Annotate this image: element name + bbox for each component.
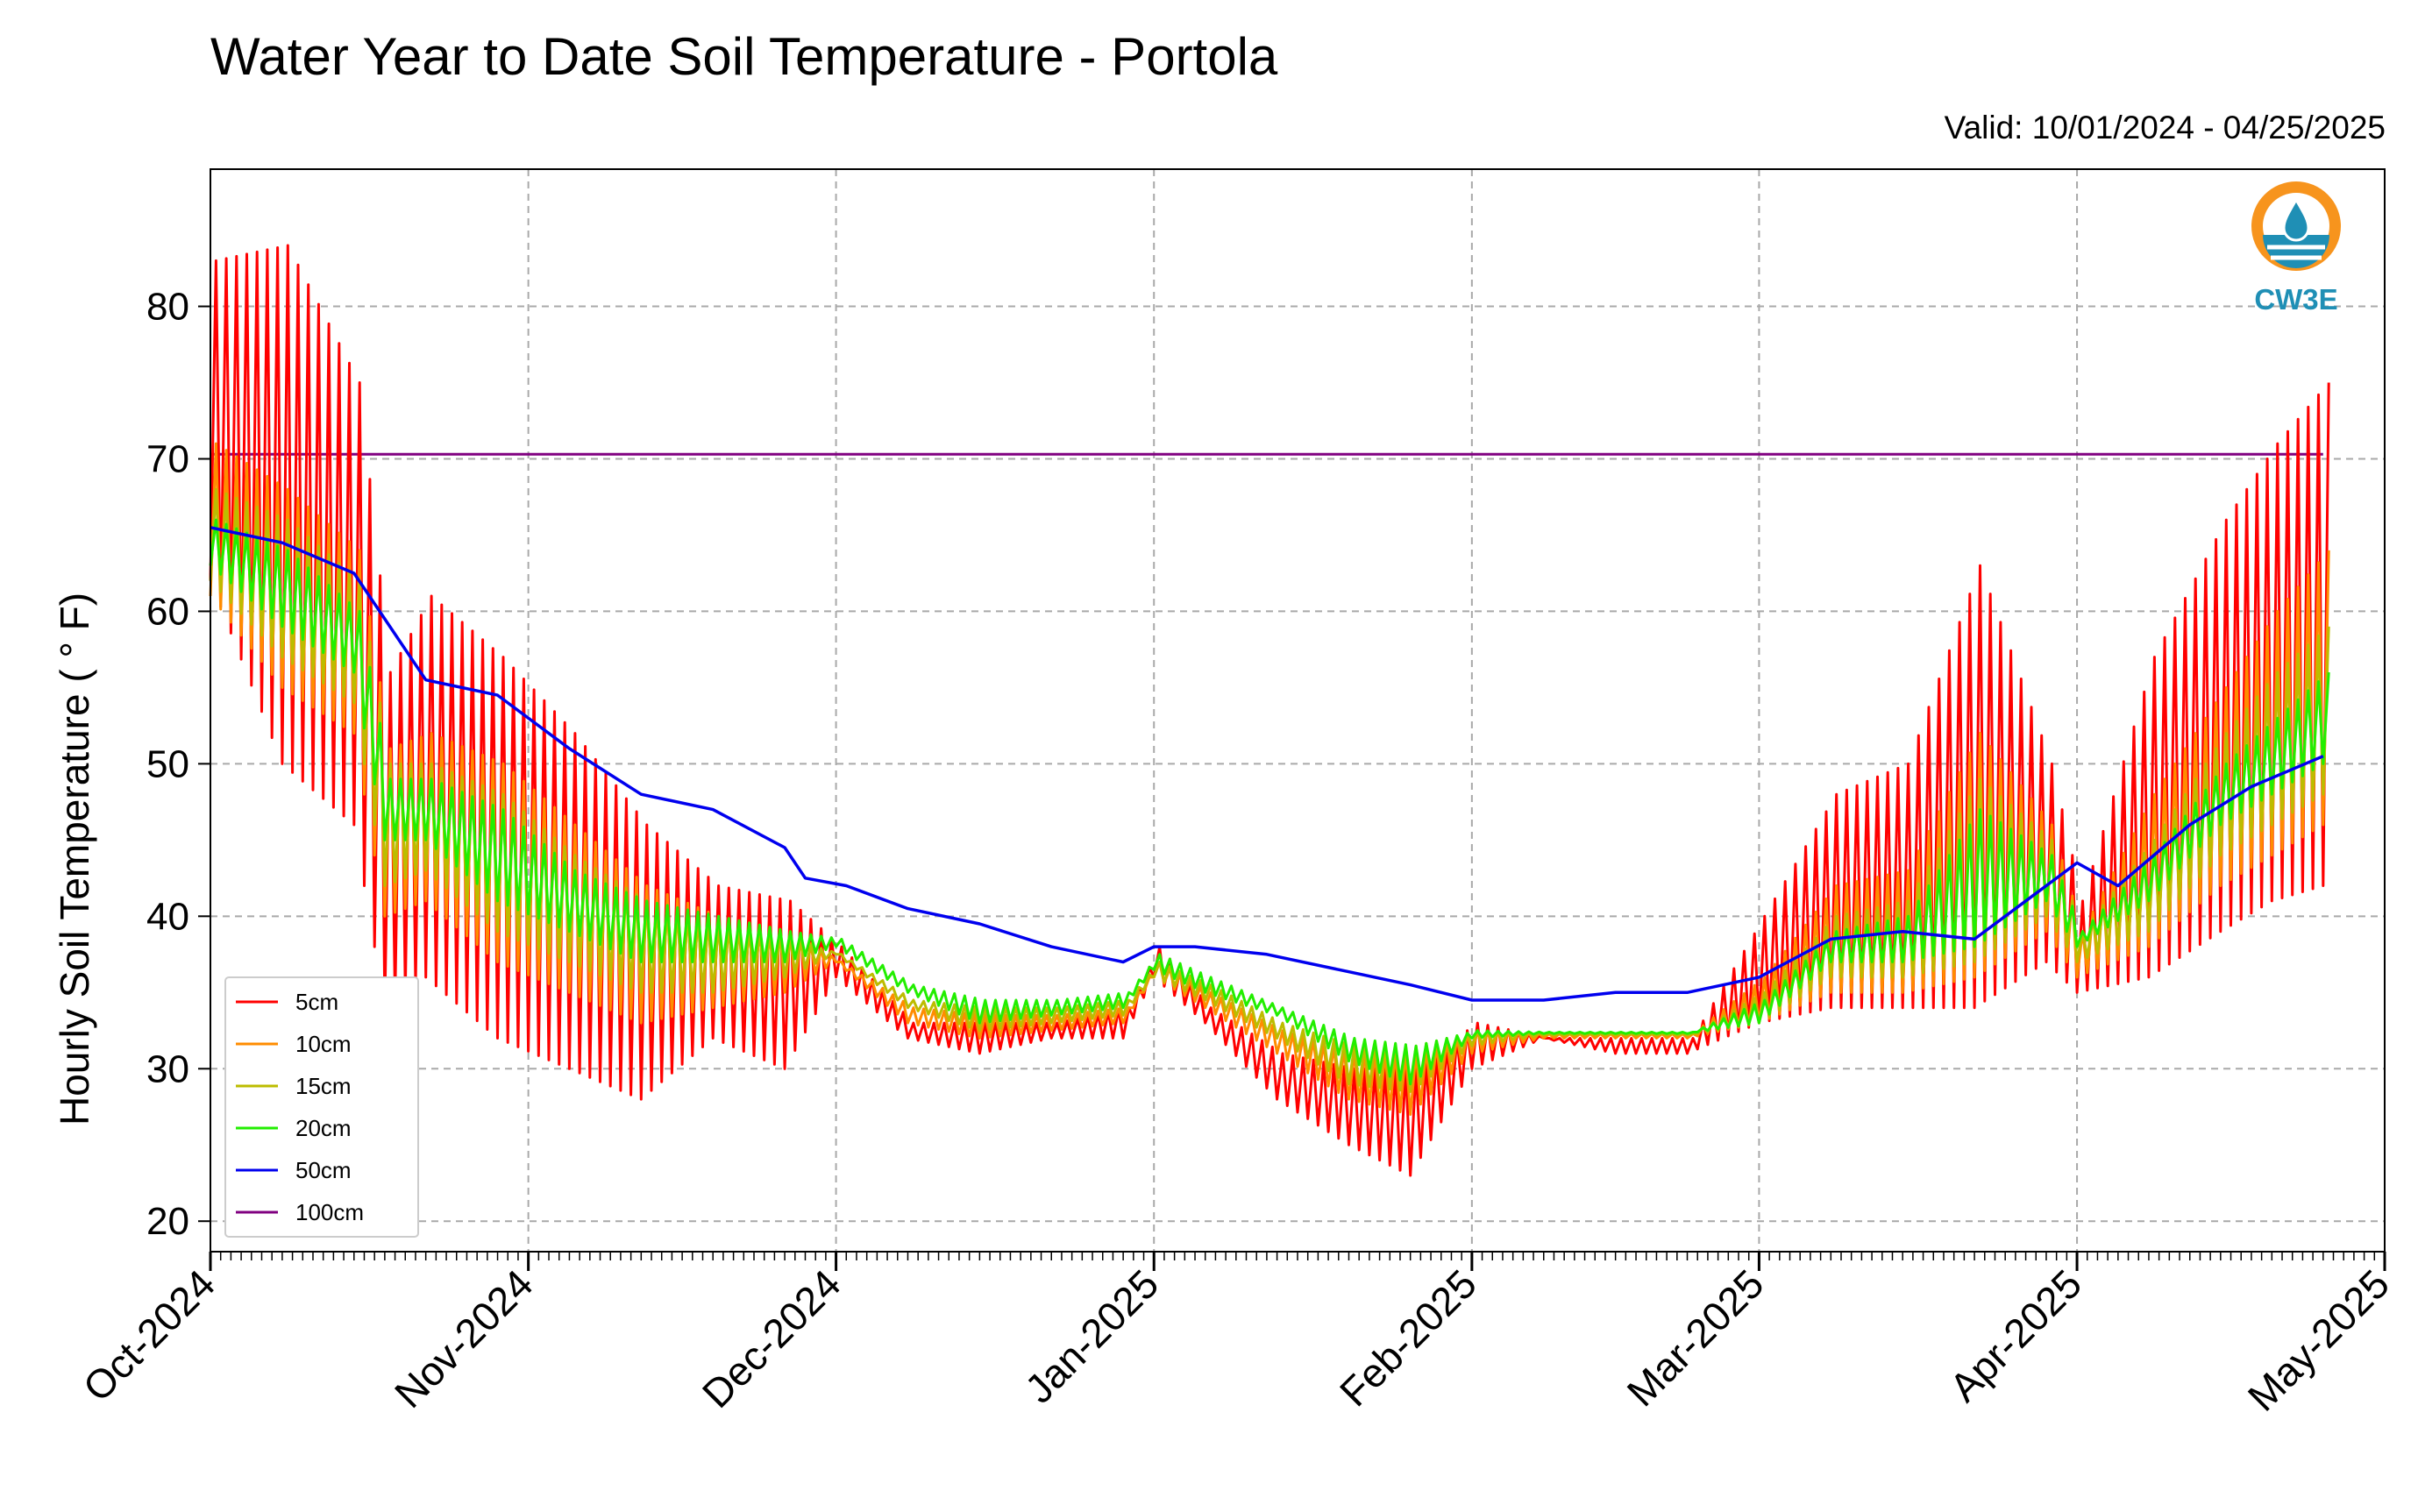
- water-drop-icon: [2251, 181, 2341, 271]
- chart-title: Water Year to Date Soil Temperature - Po…: [210, 27, 1278, 86]
- x-tick-label: May-2025: [2239, 1260, 2398, 1419]
- logo-text: CW3E: [2254, 283, 2337, 316]
- y-tick-label: 30: [146, 1047, 189, 1090]
- y-tick-label: 80: [146, 286, 189, 329]
- y-tick-label: 20: [146, 1200, 189, 1243]
- chart-subtitle: Valid: 10/01/2024 - 04/25/2025: [1944, 110, 2386, 146]
- grid-lines: [210, 169, 2385, 1252]
- legend: 5cm 10cm 15cm 20cm 50cm 100cm: [224, 976, 419, 1238]
- y-tick-label: 50: [146, 742, 189, 785]
- legend-label-5cm: 5cm: [295, 989, 338, 1015]
- series-line-20cm: [209, 518, 2330, 1086]
- legend-label-10cm: 10cm: [295, 1031, 352, 1057]
- y-tick-label: 40: [146, 895, 189, 938]
- series-layer: [209, 244, 2330, 1177]
- cw3e-logo: CW3E: [2251, 181, 2341, 316]
- x-tick-label: Jan-2025: [1016, 1260, 1167, 1411]
- legend-label-50cm: 50cm: [295, 1157, 352, 1183]
- plot-frame: [210, 168, 2386, 1253]
- legend-label-15cm: 15cm: [295, 1073, 352, 1099]
- x-tick-label: Nov-2024: [386, 1260, 542, 1416]
- legend-box: [224, 976, 419, 1238]
- x-tick-label: Mar-2025: [1618, 1260, 1773, 1415]
- y-tick-label: 60: [146, 590, 189, 633]
- y-tick-label: 70: [146, 437, 189, 480]
- x-tick-label: Dec-2024: [693, 1260, 850, 1416]
- legend-label-100cm: 100cm: [295, 1199, 364, 1225]
- x-tick-label: Apr-2025: [1941, 1260, 2091, 1410]
- x-tick-label: Oct-2024: [75, 1260, 224, 1410]
- x-tick-label: Feb-2025: [1331, 1260, 1485, 1415]
- legend-label-20cm: 20cm: [295, 1115, 352, 1141]
- series-line-50cm: [210, 526, 2324, 1002]
